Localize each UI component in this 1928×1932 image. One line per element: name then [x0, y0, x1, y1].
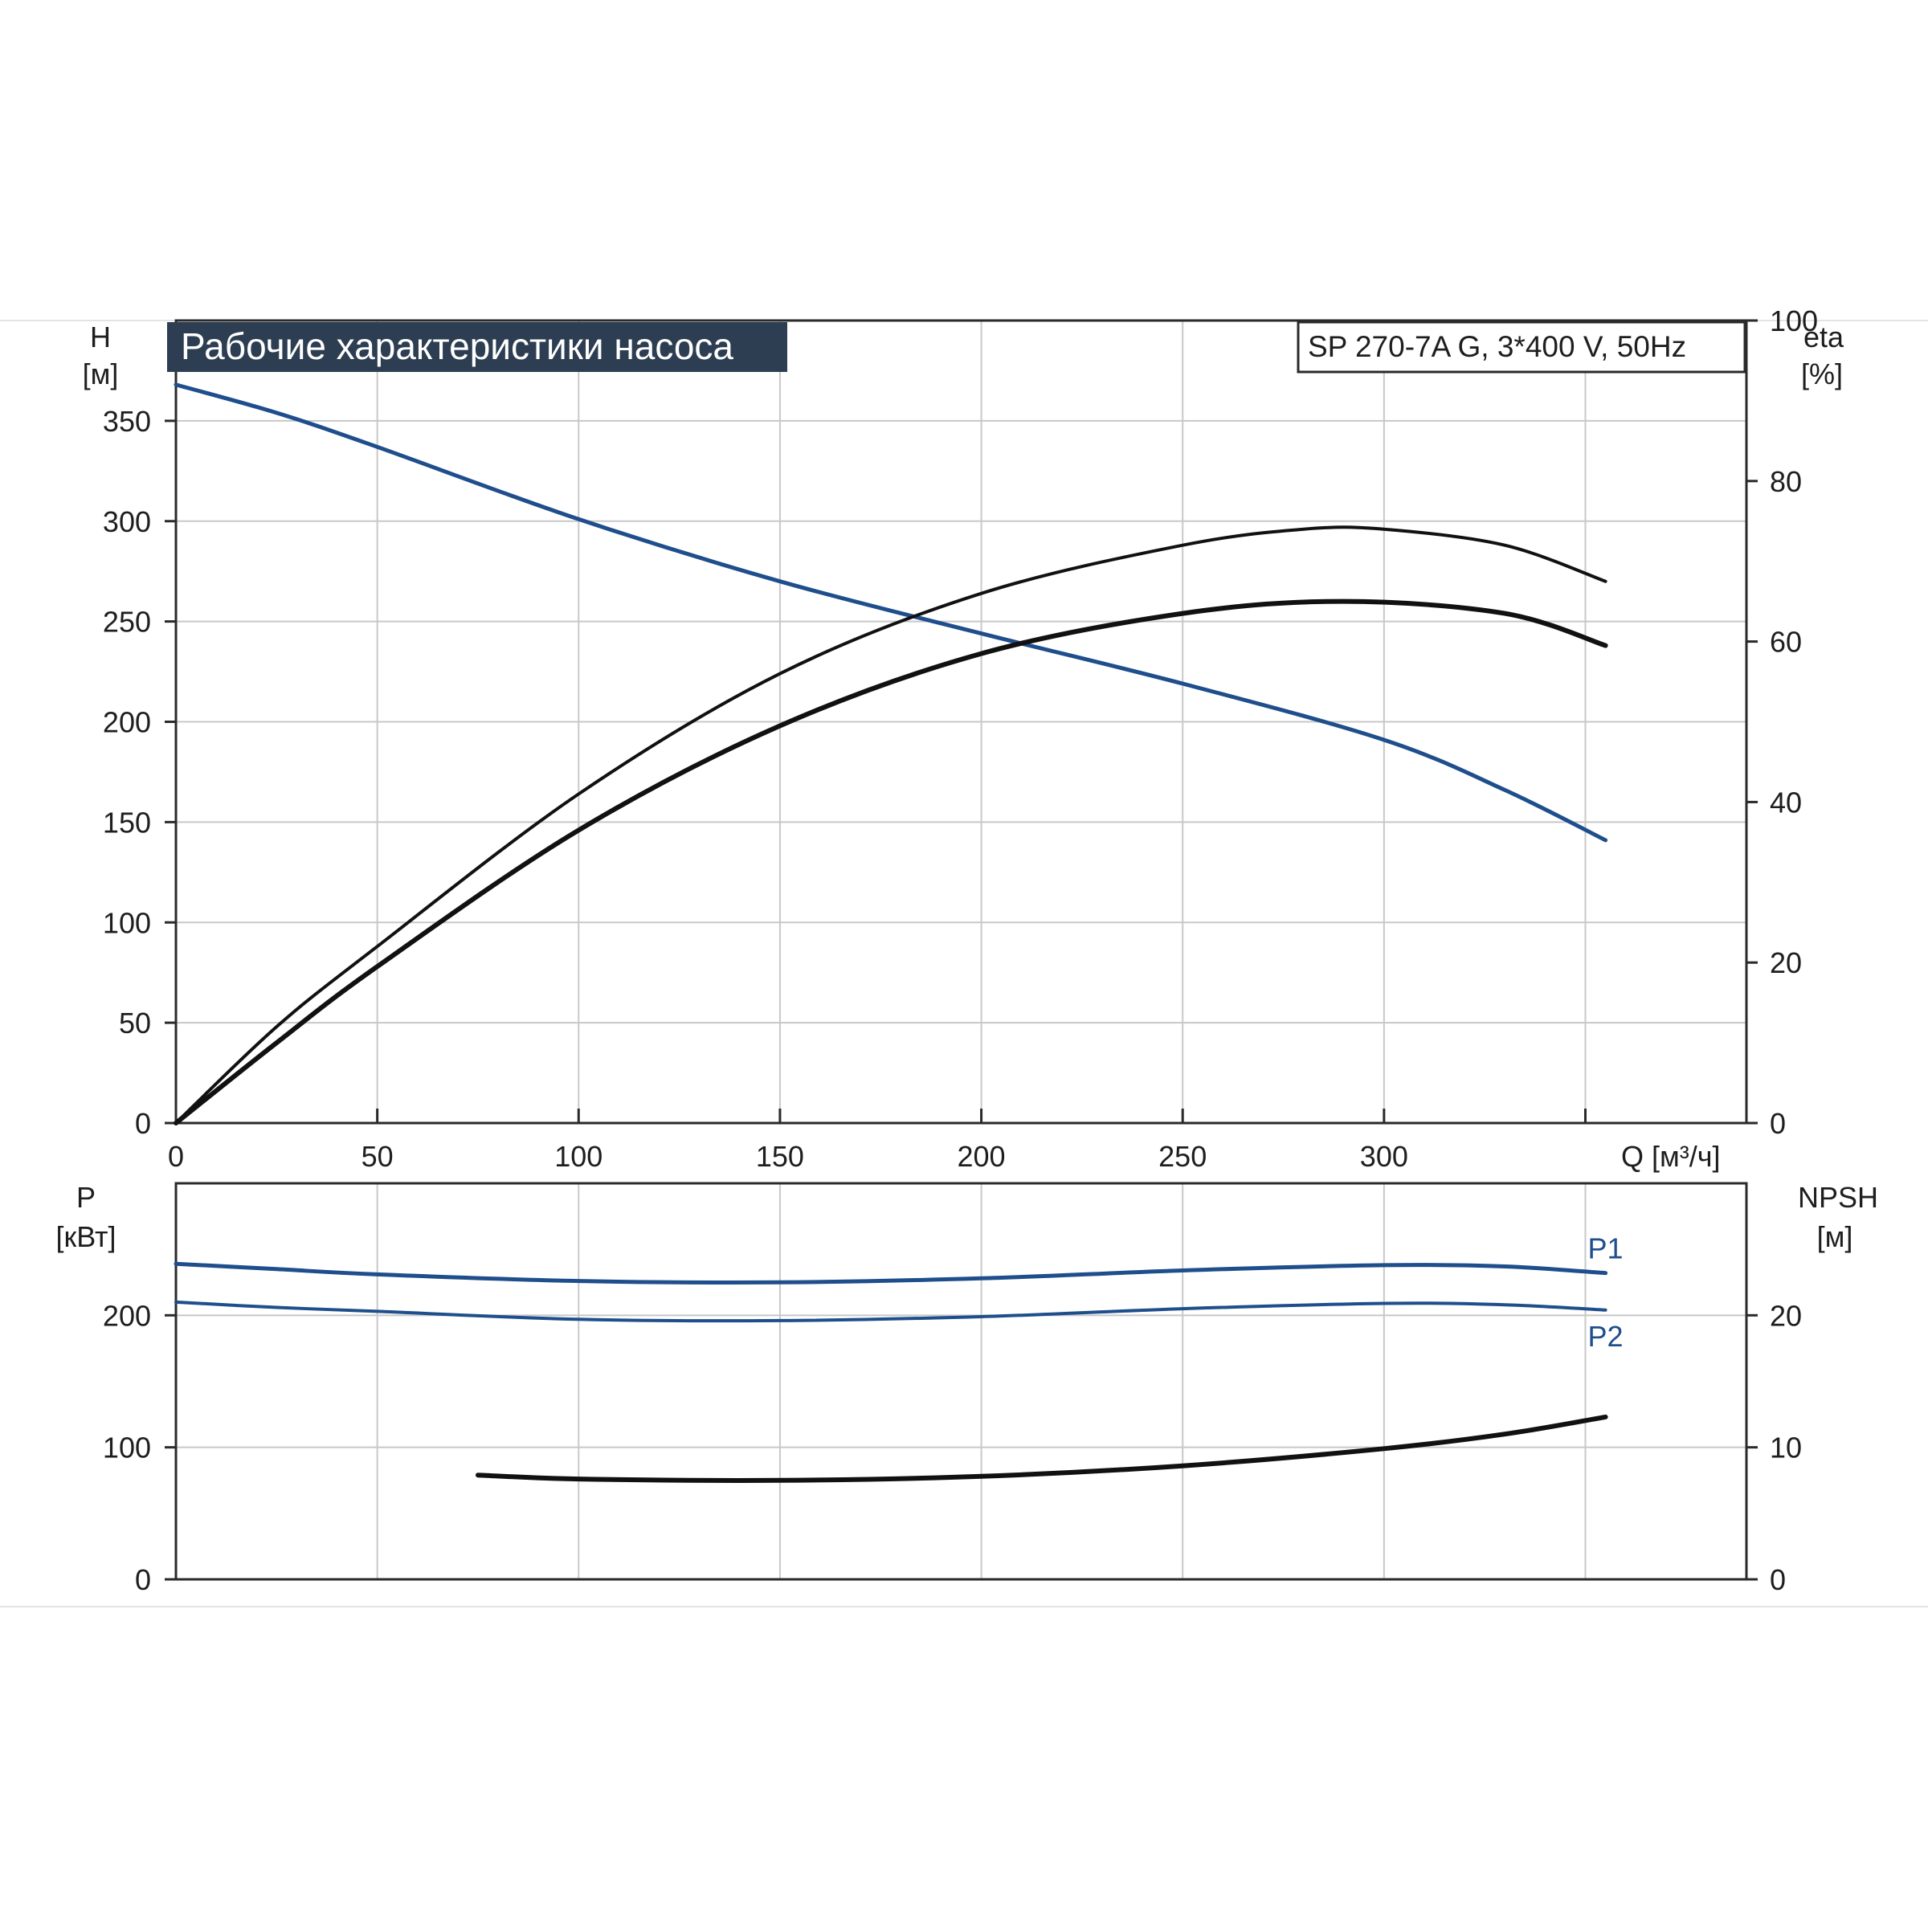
y-left-tick-label: 350: [103, 405, 151, 438]
x-axis-label: Q [м³/ч]: [1621, 1140, 1721, 1173]
y-right-tick-label: 0: [1770, 1107, 1786, 1140]
lower-gridlines: [176, 1183, 1746, 1579]
model-box: [1297, 321, 1746, 374]
p1-curve: [174, 1261, 1608, 1285]
npsh-curve: [476, 1414, 1608, 1483]
upper-x-tick-marks: [376, 1109, 1587, 1123]
x-tick-label: 300: [1360, 1140, 1408, 1173]
upper-gridlines: [176, 320, 1746, 1123]
x-tick-label: 100: [554, 1140, 602, 1173]
efficiency-curve-lower: [174, 598, 1608, 1125]
efficiency-curve-upper: [174, 525, 1607, 1125]
y-right-label: eta: [1803, 321, 1844, 353]
lower-plot-frame: [174, 1182, 1748, 1581]
x-tick-label: 250: [1158, 1140, 1207, 1173]
y-right-unit: [%]: [1801, 357, 1843, 390]
y-right-tick-label: 20: [1770, 946, 1802, 979]
model-label: SP 270-7A G, 3*400 V, 50Hz: [1308, 330, 1686, 363]
y-right-tick-label: 80: [1770, 465, 1802, 498]
x-tick-label: 150: [756, 1140, 804, 1173]
lower-series: P1 P2: [174, 1232, 1624, 1483]
series-label-p1: P1: [1588, 1232, 1624, 1265]
x-tick-label: 200: [958, 1140, 1006, 1173]
y-left-tick-label: 50: [119, 1007, 151, 1040]
npsh-axis-label: NPSH: [1798, 1181, 1878, 1214]
y-left-tick-label: 100: [103, 906, 151, 939]
y-left-tick-label: 200: [103, 706, 151, 739]
y-right-tick-label: 60: [1770, 626, 1802, 659]
y-left-tick-label: 150: [103, 806, 151, 839]
npsh-tick-label: 10: [1770, 1432, 1802, 1464]
y-left-unit: [м]: [83, 357, 119, 390]
x-tick-label: 0: [168, 1140, 184, 1173]
head-curve: [174, 382, 1608, 843]
y-left-tick-label: 300: [103, 505, 151, 538]
y-left-tick-label: 250: [103, 606, 151, 639]
p2-curve: [174, 1300, 1607, 1323]
y-right-tick-label: 40: [1770, 786, 1802, 819]
upper-series: [174, 382, 1608, 1125]
x-tick-label: 50: [362, 1140, 394, 1173]
p-tick-label: 0: [135, 1563, 151, 1596]
upper-tick-labels: 0 50 100 150 200 250 300 0 50 100 150 200 250 300 350 0…: [103, 304, 1818, 1173]
series-label-p2: P2: [1588, 1320, 1624, 1353]
chart-title: Рабочие характеристики насоса: [181, 325, 733, 367]
p-axis-label: P: [76, 1181, 96, 1214]
npsh-tick-label: 20: [1770, 1299, 1802, 1332]
lower-tick-labels: 0 100 200 0 10 20: [103, 1299, 1802, 1596]
npsh-axis-unit: [м]: [1817, 1220, 1853, 1253]
y-left-label: H: [90, 321, 111, 353]
title-box: [167, 322, 787, 372]
p-tick-label: 200: [103, 1299, 151, 1332]
p-tick-label: 100: [103, 1432, 151, 1464]
y-right-tick-label: 100: [1770, 304, 1818, 337]
p-axis-unit: [кВт]: [55, 1220, 116, 1253]
y-left-tick-label: 0: [135, 1107, 151, 1140]
npsh-tick-label: 0: [1770, 1563, 1786, 1596]
